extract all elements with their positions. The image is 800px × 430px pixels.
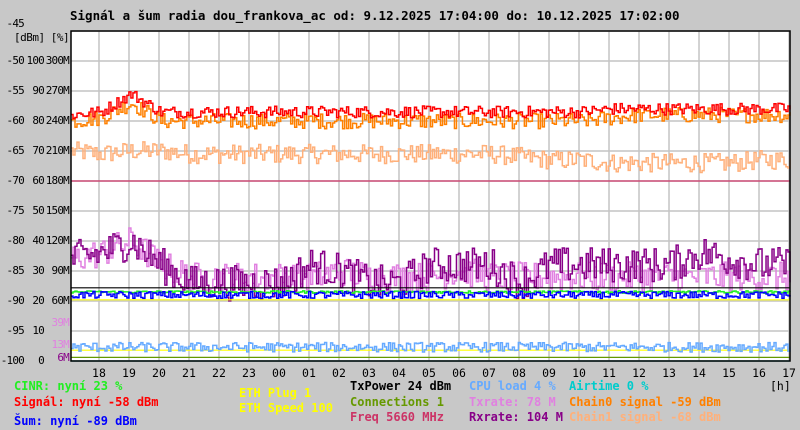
legend-eth-speed: ETH Speed 100: [239, 401, 333, 415]
plot-area: [71, 31, 790, 361]
legend-rxrate: Rxrate: 104 M: [469, 410, 563, 424]
series-cpu-load: [71, 341, 791, 353]
y-tick-label-percent: 20: [32, 294, 44, 307]
y-tick-label-dbm: -45: [6, 17, 25, 30]
y-tick-label-dbm: -60: [6, 114, 25, 127]
x-tick-label: 00: [272, 366, 286, 380]
y-tick-label-dbm: -100: [0, 354, 25, 367]
legend-connections: Connections 1: [350, 395, 444, 409]
y-tick-label-rate: 120M: [45, 234, 70, 247]
x-tick-label: 23: [242, 366, 256, 380]
y-tick-label-percent: 50: [32, 204, 44, 217]
y-tick-label-rate-extra: 13M: [51, 338, 70, 351]
y-tick-label-percent: 10: [32, 324, 44, 337]
legend-cinr: CINR: nyní 23 %: [14, 379, 123, 393]
x-axis-unit: [h]: [770, 379, 791, 393]
y-tick-label-rate: 300M: [45, 54, 70, 67]
legend-txpower: TxPower 24 dBm: [350, 379, 452, 393]
x-tick-label: 02: [332, 366, 346, 380]
x-tick-label: 16: [752, 366, 766, 380]
x-tick-label: 12: [632, 366, 646, 380]
x-tick-label: 09: [542, 366, 556, 380]
x-tick-label: 14: [692, 366, 706, 380]
x-tick-label: 01: [302, 366, 316, 380]
legend-noise: Šum: nyní -89 dBm: [14, 414, 137, 428]
y-tick-label-rate: 90M: [51, 264, 70, 277]
y-tick-label-dbm: -70: [6, 174, 25, 187]
x-tick-label: 20: [152, 366, 166, 380]
x-tick-label: 11: [602, 366, 616, 380]
x-tick-label: 18: [92, 366, 106, 380]
y-tick-label-rate: 270M: [45, 84, 70, 97]
x-tick-label: 17: [782, 366, 796, 380]
series-šum: [71, 290, 791, 300]
y-tick-label-dbm: -90: [6, 294, 25, 307]
x-tick-label: 07: [482, 366, 496, 380]
y-tick-label-dbm: -75: [6, 204, 25, 217]
chart-title: Signál a šum radia dou_frankova_ac od: 9…: [70, 8, 680, 23]
x-tick-label: 22: [212, 366, 226, 380]
y-tick-label-percent: 80: [32, 114, 44, 127]
y-tick-label-rate-extra: 39M: [51, 315, 70, 329]
legend-airtime: Airtime 0 %: [569, 379, 649, 393]
y-tick-label-dbm: -55: [6, 84, 25, 97]
y-tick-label-percent: 90: [32, 84, 44, 97]
y-tick-label-dbm: -65: [6, 144, 25, 157]
y-tick-label-dbm: -85: [6, 264, 25, 277]
x-tick-label: 10: [572, 366, 586, 380]
y-tick-label-rate: 150M: [45, 204, 70, 217]
y-tick-label-dbm: -50: [6, 54, 25, 67]
x-tick-label: 06: [452, 366, 466, 380]
y-tick-label-rate: 180M: [45, 174, 70, 187]
x-tick-label: 03: [362, 366, 376, 380]
y-tick-label-dbm: -95: [6, 324, 25, 337]
x-tick-label: 08: [512, 366, 526, 380]
series-chain1-signal: [71, 141, 791, 174]
legend-chain1: Chain1 signal -68 dBm: [569, 410, 721, 424]
x-tick-label: 19: [122, 366, 136, 380]
x-tick-label: 05: [422, 366, 436, 380]
y-tick-label-percent: 40: [32, 234, 44, 247]
y-tick-label-rate: 60M: [51, 294, 70, 307]
y-tick-label-dbm: -80: [6, 234, 25, 247]
y-tick-label-percent: 70: [32, 144, 44, 157]
y-tick-label-percent: 60: [32, 174, 44, 187]
legend-signal: Signál: nyní -58 dBm: [14, 395, 159, 409]
x-tick-label: 13: [662, 366, 676, 380]
y-tick-label-rate: 240M: [45, 114, 70, 127]
x-tick-label: 15: [722, 366, 736, 380]
plot-border: [70, 30, 791, 362]
legend-eth-plug: ETH Plug 1: [239, 386, 312, 400]
y-tick-label-rate-extra: 6M: [57, 351, 69, 364]
legend-txrate: Txrate: 78 M: [469, 395, 556, 409]
y-units-label: [dBm] [%]: [14, 31, 70, 44]
series-cinr: [71, 290, 791, 294]
y-tick-label-percent: 100: [26, 54, 45, 67]
x-tick-label: 21: [182, 366, 196, 380]
legend-freq: Freq 5660 MHz: [350, 410, 444, 424]
y-tick-label-percent: 30: [32, 264, 44, 277]
legend-cpu: CPU load 4 %: [469, 379, 556, 393]
series-signál: [71, 90, 791, 120]
series-rxrate: [71, 233, 791, 302]
x-tick-label: 04: [392, 366, 406, 380]
y-tick-label-percent: 0: [38, 354, 45, 367]
y-tick-label-rate: 210M: [45, 144, 70, 157]
legend-chain0: Chain0 signal -59 dBm: [569, 395, 721, 409]
